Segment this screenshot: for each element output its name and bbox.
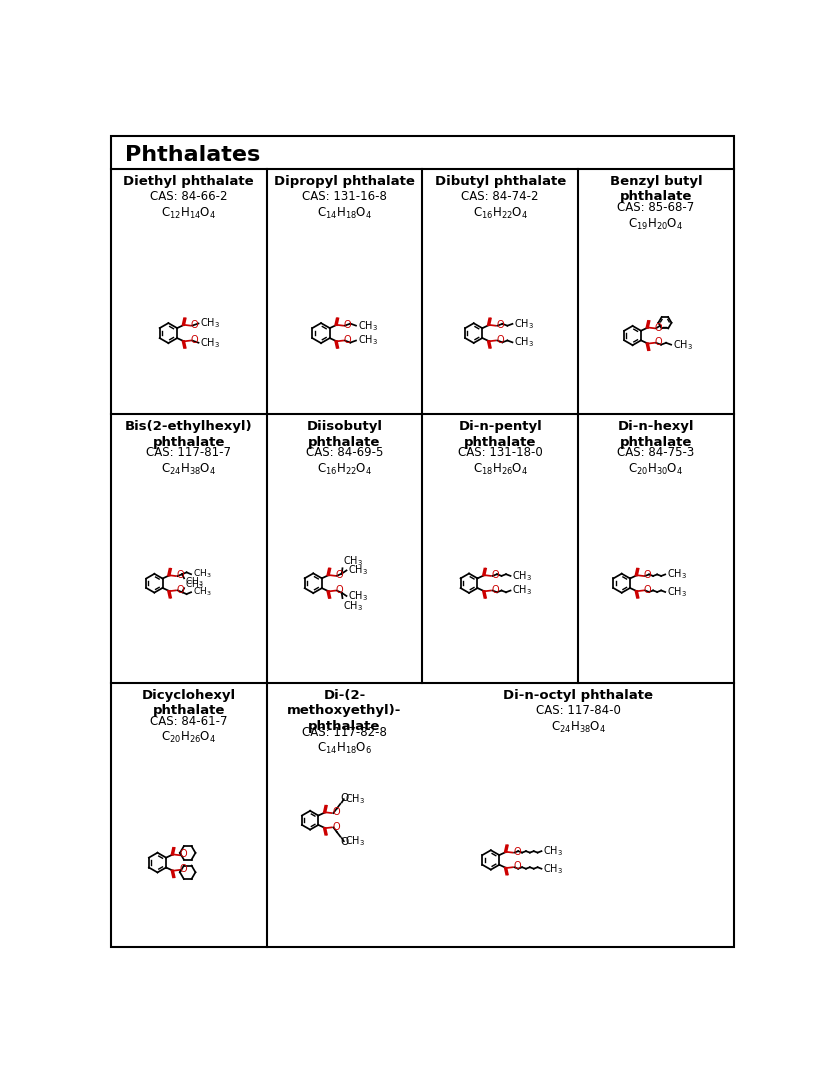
Text: O: O xyxy=(191,335,199,344)
Text: O: O xyxy=(341,793,349,804)
Text: O: O xyxy=(491,585,499,594)
Text: O: O xyxy=(655,323,662,333)
Text: O: O xyxy=(176,570,184,580)
Text: O: O xyxy=(496,335,503,344)
Text: CAS: 84-69-5: CAS: 84-69-5 xyxy=(306,446,383,459)
Text: CH$_3$: CH$_3$ xyxy=(343,599,363,613)
Text: O: O xyxy=(491,570,499,580)
Text: C$_{12}$H$_{14}$O$_{4}$: C$_{12}$H$_{14}$O$_{4}$ xyxy=(162,206,216,221)
Text: CH$_3$: CH$_3$ xyxy=(514,336,535,349)
Text: O: O xyxy=(496,320,503,329)
Text: C$_{20}$H$_{26}$O$_{4}$: C$_{20}$H$_{26}$O$_{4}$ xyxy=(162,731,216,746)
Text: CH$_3$: CH$_3$ xyxy=(543,844,564,858)
Text: O: O xyxy=(335,585,343,594)
Text: CAS: 117-81-7: CAS: 117-81-7 xyxy=(146,446,232,459)
Text: O: O xyxy=(644,570,651,580)
Text: CH$_3$: CH$_3$ xyxy=(348,589,368,603)
Text: O: O xyxy=(341,837,349,847)
Text: O: O xyxy=(513,862,521,871)
Text: Diethyl phthalate: Diethyl phthalate xyxy=(124,175,254,188)
Text: CAS: 131-18-0: CAS: 131-18-0 xyxy=(458,446,542,459)
Text: CH$_3$: CH$_3$ xyxy=(200,336,221,350)
Text: Dicyclohexyl
phthalate: Dicyclohexyl phthalate xyxy=(142,689,236,717)
Text: CH$_3$: CH$_3$ xyxy=(185,579,204,591)
Text: C$_{24}$H$_{38}$O$_{4}$: C$_{24}$H$_{38}$O$_{4}$ xyxy=(550,720,606,735)
Text: CAS: 131-16-8: CAS: 131-16-8 xyxy=(302,190,386,204)
Text: CH$_3$: CH$_3$ xyxy=(667,585,687,599)
Text: CAS: 117-84-0: CAS: 117-84-0 xyxy=(536,704,620,717)
Text: CAS: 84-74-2: CAS: 84-74-2 xyxy=(461,190,539,204)
Text: CAS: 84-75-3: CAS: 84-75-3 xyxy=(617,446,695,459)
Text: CH$_3$: CH$_3$ xyxy=(667,568,687,582)
Text: Bis(2-ethylhexyl)
phthalate: Bis(2-ethylhexyl) phthalate xyxy=(124,421,252,449)
Text: CH$_3$: CH$_3$ xyxy=(513,584,532,598)
Text: CH$_3$: CH$_3$ xyxy=(513,569,532,583)
Text: Di-(2-
methoxyethyl)-
phthalate: Di-(2- methoxyethyl)- phthalate xyxy=(288,689,401,733)
Text: C$_{24}$H$_{38}$O$_{4}$: C$_{24}$H$_{38}$O$_{4}$ xyxy=(162,461,216,476)
Text: C$_{19}$H$_{20}$O$_{4}$: C$_{19}$H$_{20}$O$_{4}$ xyxy=(629,217,683,232)
Text: C$_{16}$H$_{22}$O$_{4}$: C$_{16}$H$_{22}$O$_{4}$ xyxy=(473,206,527,221)
Text: Phthalates: Phthalates xyxy=(124,145,260,165)
Text: CH$_3$: CH$_3$ xyxy=(344,792,365,806)
Text: O: O xyxy=(655,337,662,347)
Text: Dibutyl phthalate: Dibutyl phthalate xyxy=(434,175,566,188)
Text: O: O xyxy=(344,320,351,329)
Text: CH$_3$: CH$_3$ xyxy=(514,317,535,330)
Text: Diisobutyl
phthalate: Diisobutyl phthalate xyxy=(307,421,382,449)
Text: C$_{16}$H$_{22}$O$_{4}$: C$_{16}$H$_{22}$O$_{4}$ xyxy=(317,461,372,476)
Text: O: O xyxy=(344,335,351,344)
Text: O: O xyxy=(332,807,339,818)
Text: C$_{18}$H$_{26}$O$_{4}$: C$_{18}$H$_{26}$O$_{4}$ xyxy=(473,461,527,476)
Text: O: O xyxy=(513,847,521,857)
Text: O: O xyxy=(191,320,199,329)
Text: CH$_3$: CH$_3$ xyxy=(358,319,378,333)
Text: CH$_3$: CH$_3$ xyxy=(543,862,564,876)
Text: CH$_3$: CH$_3$ xyxy=(673,338,693,352)
Text: C$_{20}$H$_{30}$O$_{4}$: C$_{20}$H$_{30}$O$_{4}$ xyxy=(629,461,683,476)
Text: Benzyl butyl
phthalate: Benzyl butyl phthalate xyxy=(610,175,702,204)
Text: C$_{14}$H$_{18}$O$_{6}$: C$_{14}$H$_{18}$O$_{6}$ xyxy=(317,741,372,756)
Text: CH$_3$: CH$_3$ xyxy=(344,835,365,848)
Text: Di-n-pentyl
phthalate: Di-n-pentyl phthalate xyxy=(458,421,542,449)
Text: O: O xyxy=(644,585,651,594)
Text: CH$_3$: CH$_3$ xyxy=(358,334,378,348)
Text: CAS: 117-82-8: CAS: 117-82-8 xyxy=(302,725,386,738)
Text: O: O xyxy=(332,822,339,832)
Text: CH$_3$: CH$_3$ xyxy=(193,568,212,580)
Text: O: O xyxy=(176,585,184,594)
Text: Dipropyl phthalate: Dipropyl phthalate xyxy=(274,175,414,188)
Text: C$_{14}$H$_{18}$O$_{4}$: C$_{14}$H$_{18}$O$_{4}$ xyxy=(317,206,372,221)
Text: CH$_3$: CH$_3$ xyxy=(200,317,221,330)
Text: CH$_3$: CH$_3$ xyxy=(185,575,204,588)
Text: O: O xyxy=(180,864,187,874)
Text: CAS: 84-66-2: CAS: 84-66-2 xyxy=(150,190,227,204)
Text: O: O xyxy=(335,570,343,580)
Text: CAS: 85-68-7: CAS: 85-68-7 xyxy=(617,201,695,215)
Text: Di-n-octyl phthalate: Di-n-octyl phthalate xyxy=(503,689,653,702)
Text: CH$_3$: CH$_3$ xyxy=(348,563,368,577)
Text: CH$_3$: CH$_3$ xyxy=(343,554,363,568)
Text: Di-n-hexyl
phthalate: Di-n-hexyl phthalate xyxy=(618,421,694,449)
Text: O: O xyxy=(180,850,187,859)
Text: CH$_3$: CH$_3$ xyxy=(193,586,212,599)
Text: CAS: 84-61-7: CAS: 84-61-7 xyxy=(150,715,227,727)
